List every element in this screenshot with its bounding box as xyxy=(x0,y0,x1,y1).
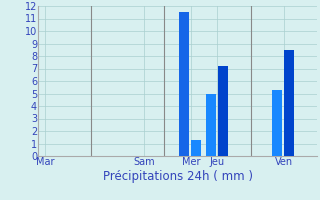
Bar xyxy=(284,50,294,156)
Bar xyxy=(206,94,216,156)
X-axis label: Précipitations 24h ( mm ): Précipitations 24h ( mm ) xyxy=(103,170,252,183)
Bar xyxy=(179,12,189,156)
Bar xyxy=(272,90,282,156)
Bar xyxy=(191,140,201,156)
Bar xyxy=(218,66,228,156)
